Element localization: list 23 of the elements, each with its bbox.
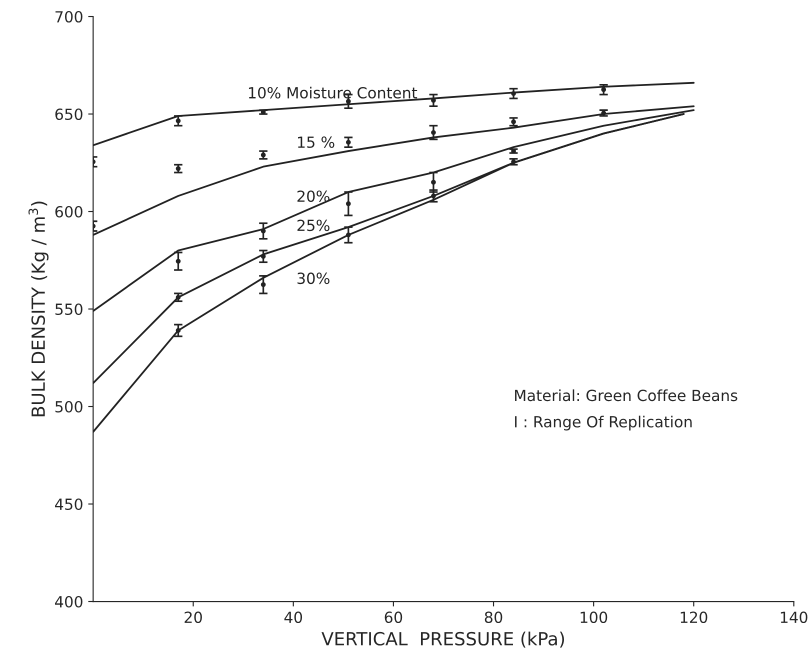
x-tick-label: 20 xyxy=(184,612,202,624)
y-tick-label: 400 xyxy=(55,596,82,608)
x-tick-label: 60 xyxy=(384,612,402,624)
y-tick-label: 700 xyxy=(56,10,82,23)
series-label: 25% xyxy=(297,220,330,232)
y-tick-label: 550 xyxy=(55,303,82,316)
annotation: Material: Green Coffee Beans xyxy=(515,389,738,402)
x-tick-label: 40 xyxy=(284,612,302,624)
x-axis-title: VERTICAL PRESSURE (kPa) xyxy=(322,632,564,648)
x-tick-label: 80 xyxy=(484,612,502,624)
series-label: 10% Moisture Content xyxy=(248,86,418,99)
x-tick-label: 140 xyxy=(780,612,808,624)
y-tick-label: 500 xyxy=(55,400,82,413)
y-tick-label: 450 xyxy=(55,498,82,510)
series-label: 30% xyxy=(298,272,330,284)
y-tick-label: 600 xyxy=(55,206,82,218)
x-tick-label: 120 xyxy=(680,612,708,624)
annotation: I : Range Of Replication xyxy=(515,416,692,430)
x-tick-label: 100 xyxy=(580,612,608,624)
y-tick-label: 650 xyxy=(55,108,82,120)
y-axis-title: BULK DENSITY (Kg / m$^{3}$) xyxy=(28,202,49,416)
series-label: 15 % xyxy=(298,136,334,148)
series-label: 20% xyxy=(297,190,330,202)
